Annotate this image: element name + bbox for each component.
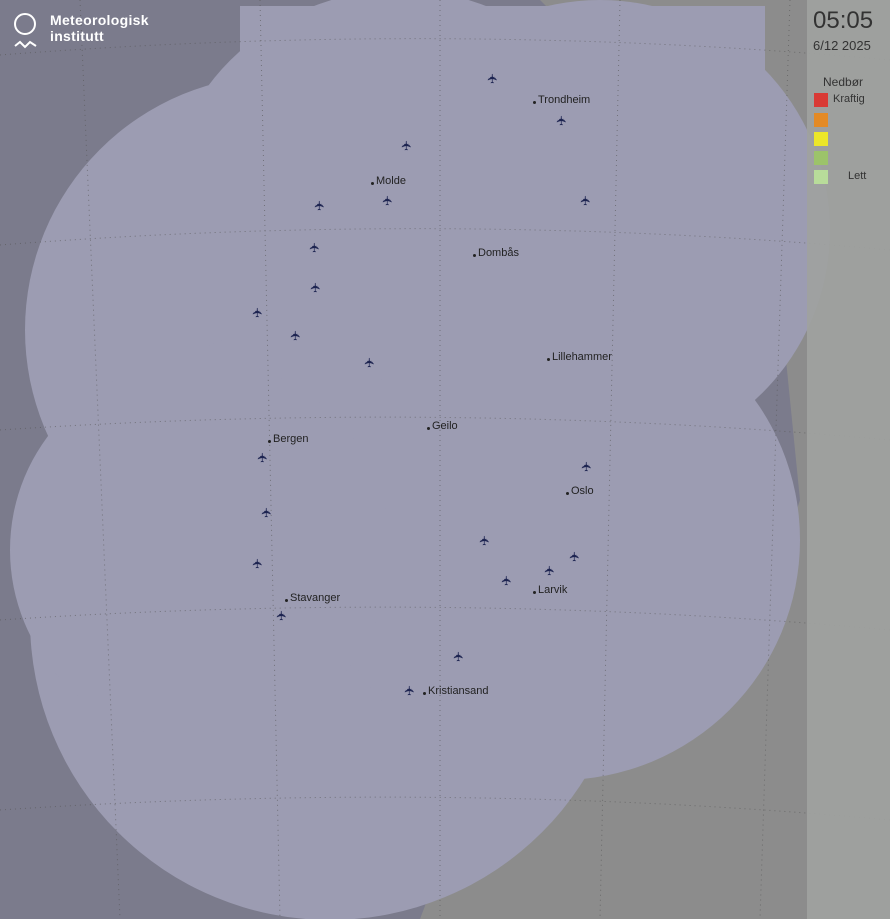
airplane-icon: ✈ xyxy=(311,200,327,211)
city-label: Larvik xyxy=(532,584,568,596)
legend-swatch xyxy=(814,151,828,165)
legend-label-light: Lett xyxy=(848,170,867,182)
brand-line2: institutt xyxy=(50,28,105,44)
legend-swatch xyxy=(814,113,828,127)
city-label: Lillehammer xyxy=(547,351,612,363)
time-label: 05:05 xyxy=(813,7,874,34)
airplane-icon: ✈ xyxy=(484,73,500,84)
airplane-icon: ✈ xyxy=(273,610,289,621)
airplane-icon: ✈ xyxy=(541,565,557,576)
legend-swatch xyxy=(814,132,828,146)
date-label: 6/12 2025 xyxy=(813,38,871,53)
airplane-icon: ✈ xyxy=(553,115,569,126)
airplane-icon: ✈ xyxy=(498,575,514,586)
city-label: Trondheim xyxy=(532,94,591,106)
city-label: Molde xyxy=(371,175,406,187)
info-panel: 05:05 6/12 2025 Nedbør Kraftig Lett xyxy=(807,0,890,919)
airplane-icon: ✈ xyxy=(398,140,414,151)
airplane-icon: ✈ xyxy=(249,558,265,569)
airplane-icon: ✈ xyxy=(307,282,323,293)
airplane-icon: ✈ xyxy=(578,461,594,472)
airplane-icon: ✈ xyxy=(361,357,377,368)
city-label: Geilo xyxy=(427,420,458,432)
city-label: Oslo xyxy=(566,485,594,497)
airplane-icon: ✈ xyxy=(450,651,466,662)
airplane-icon: ✈ xyxy=(306,242,322,253)
airplane-icon: ✈ xyxy=(249,307,265,318)
airplane-icon: ✈ xyxy=(287,330,303,341)
airplane-icon: ✈ xyxy=(476,535,492,546)
met-logo: Meteorologisk institutt xyxy=(12,12,149,52)
brand-line1: Meteorologisk xyxy=(50,12,149,28)
legend-swatch xyxy=(814,170,828,184)
airplane-icon: ✈ xyxy=(254,452,270,463)
airplane-icon: ✈ xyxy=(401,685,417,696)
city-label: Stavanger xyxy=(284,592,341,604)
airplane-icon: ✈ xyxy=(577,195,593,206)
legend-swatch xyxy=(814,93,828,107)
legend-label-heavy: Kraftig xyxy=(833,93,865,105)
legend-title: Nedbør xyxy=(823,75,864,89)
city-label: Bergen xyxy=(267,433,309,445)
met-logo-icon xyxy=(12,12,40,52)
airplane-icon: ✈ xyxy=(379,195,395,206)
city-label: Dombås xyxy=(473,247,519,259)
city-label: Kristiansand xyxy=(423,685,489,697)
airplane-icon: ✈ xyxy=(258,507,274,518)
airplane-icon: ✈ xyxy=(566,551,582,562)
